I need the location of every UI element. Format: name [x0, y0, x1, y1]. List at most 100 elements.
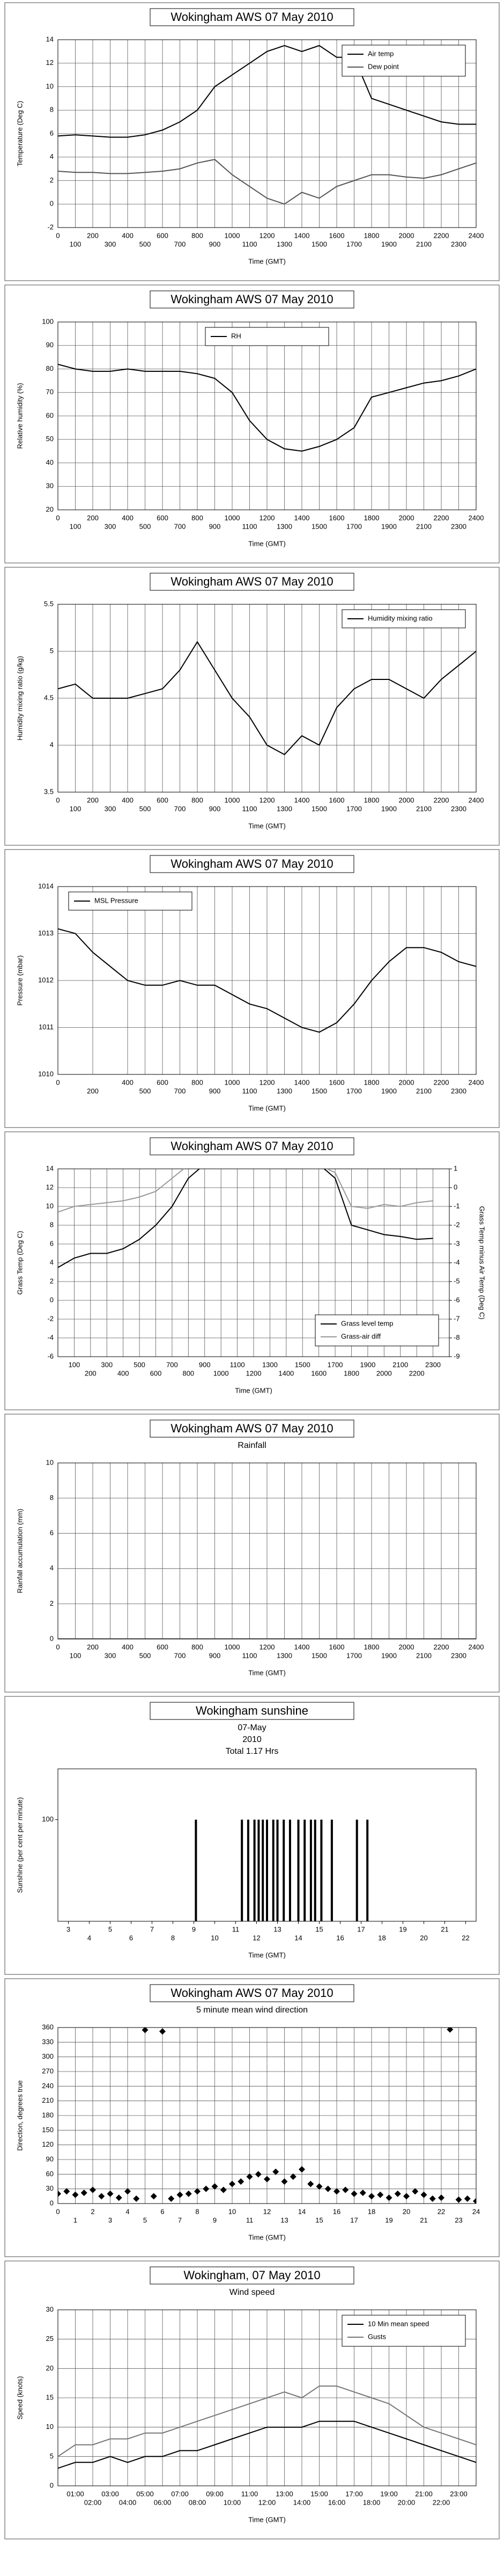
- point: [394, 2190, 401, 2197]
- point: [107, 2190, 114, 2197]
- point: [316, 2183, 323, 2190]
- x-tick-label: 1200: [260, 1078, 275, 1086]
- x-tick-label: 1000: [213, 1369, 229, 1377]
- y-axis-label: Direction, degrees true: [16, 2080, 24, 2151]
- x-tick-label: 22: [438, 2207, 445, 2215]
- x-tick-label: 2000: [376, 1369, 392, 1377]
- x-tick-label: 1600: [329, 796, 345, 804]
- x-tick-label: 1000: [225, 1078, 240, 1086]
- x-tick-label: 400: [117, 1369, 129, 1377]
- x-tick-label: 1500: [312, 1651, 327, 1659]
- chart-title: Wokingham AWS 07 May 2010: [171, 857, 333, 870]
- x-tick-label: 1700: [346, 522, 362, 530]
- y2-tick-label: -4: [454, 1258, 460, 1266]
- x-tick-label: 11:00: [241, 2490, 258, 2498]
- point: [272, 2168, 279, 2175]
- y2-tick-label: -1: [454, 1202, 460, 1210]
- y-tick-label: 0: [50, 1296, 54, 1304]
- x-tick-label: 1500: [312, 240, 327, 248]
- y-tick-label: 70: [46, 388, 54, 396]
- point: [238, 2178, 244, 2185]
- point: [264, 2176, 270, 2183]
- x-tick-label: 700: [174, 522, 186, 530]
- x-tick-label: 2100: [416, 804, 432, 813]
- point: [72, 2191, 79, 2198]
- x-tick-label: 300: [101, 1360, 113, 1368]
- plot-frame: [57, 2309, 477, 2486]
- title-box: [150, 855, 354, 873]
- x-tick-label: 14:00: [293, 2498, 311, 2506]
- chart: Wokingham AWS 07 May 2010 Rainfall 0 2 4 6 8 10…: [4, 1414, 500, 1693]
- x-axis-label: Time (GMT): [248, 1104, 286, 1112]
- point: [290, 2173, 297, 2180]
- x-tick-label: 100: [69, 1360, 80, 1368]
- title-box: [150, 1984, 354, 2002]
- x-tick-label: 1900: [381, 522, 397, 530]
- y-tick-label: 4: [50, 1564, 54, 1572]
- subtitle: 5 minute mean wind direction: [196, 2006, 308, 2015]
- y2-axis-label: Grass Temp minus Air Temp (Deg C): [478, 1206, 486, 1319]
- x-tick-label: 300: [105, 240, 116, 248]
- x-tick-label: 2100: [392, 1360, 408, 1368]
- x-tick-label: 200: [85, 1369, 97, 1377]
- legend-label: 10 Min mean speed: [368, 2319, 429, 2328]
- y-tick-label: 6: [50, 1239, 54, 1247]
- point: [420, 2191, 427, 2198]
- x-tick-label: 1900: [381, 804, 397, 813]
- data-line: [58, 1169, 433, 1213]
- chart: Wokingham AWS 07 May 2010 5 minute mean w…: [4, 1978, 500, 2257]
- x-tick-label: 01:00: [66, 2490, 84, 2498]
- point: [58, 2190, 61, 2197]
- bar: [366, 1819, 369, 1921]
- y-tick-label: 10: [46, 1202, 54, 1210]
- plot-frame: [57, 604, 477, 793]
- x-tick-label: 13: [280, 2216, 288, 2224]
- x-tick-label: 900: [209, 1087, 221, 1095]
- x-tick-label: 5: [108, 1925, 112, 1933]
- legend-label: Dew point: [368, 62, 399, 70]
- y-tick-label: 40: [46, 458, 54, 466]
- plot-area: [58, 363, 476, 452]
- title-box: [150, 1137, 354, 1155]
- y-tick-label: 8: [50, 1220, 54, 1228]
- x-tick-label: 700: [174, 1651, 186, 1659]
- y-tick-label: -4: [47, 1333, 54, 1341]
- x-tick-label: 500: [139, 1651, 151, 1659]
- bar: [195, 1819, 197, 1921]
- x-tick-label: 1600: [329, 1078, 345, 1086]
- y-tick-label: 0: [50, 2481, 54, 2489]
- x-tick-label: 13: [273, 1925, 281, 1933]
- x-tick-label: 1500: [312, 522, 327, 530]
- bar: [266, 1819, 268, 1921]
- x-tick-label: 18: [368, 2207, 375, 2215]
- x-tick-label: 800: [191, 1643, 203, 1651]
- x-tick-label: 1700: [346, 1087, 362, 1095]
- y-tick-label: 8: [50, 1494, 54, 1502]
- x-tick-label: 10: [228, 2207, 236, 2215]
- chart-title: Wokingham AWS 07 May 2010: [171, 1139, 333, 1153]
- x-tick-label: 07:00: [171, 2490, 189, 2498]
- subtitle: Rainfall: [238, 1441, 266, 1450]
- chart-title: Wokingham AWS 07 May 2010: [171, 1986, 333, 2000]
- x-tick-label: 800: [191, 514, 203, 522]
- subtitle: Wind speed: [229, 2288, 275, 2297]
- subtitle: 07-May: [238, 1723, 266, 1732]
- panel-frame: [4, 1131, 500, 1410]
- x-tick-label: 2100: [416, 240, 432, 248]
- bar: [241, 1819, 243, 1921]
- x-tick-label: 1900: [381, 1651, 397, 1659]
- x-tick-label: 8: [171, 1934, 175, 1942]
- y-tick-label: 90: [46, 2155, 54, 2163]
- point: [159, 2028, 166, 2035]
- x-tick-label: 2200: [434, 231, 449, 239]
- chart-title: Wokingham AWS 07 May 2010: [171, 10, 333, 24]
- x-tick-label: 900: [209, 1651, 221, 1659]
- x-tick-label: 200: [87, 1087, 99, 1095]
- x-tick-label: 15: [315, 1925, 323, 1933]
- x-tick-label: 21: [441, 1925, 448, 1933]
- chart: Wokingham, 07 May 2010 Wind speed 0 5 10 15 20…: [4, 2260, 500, 2540]
- plot-area: [58, 641, 476, 756]
- y2-tick-label: -5: [454, 1277, 460, 1285]
- bar: [253, 1819, 256, 1921]
- bar: [314, 1819, 316, 1921]
